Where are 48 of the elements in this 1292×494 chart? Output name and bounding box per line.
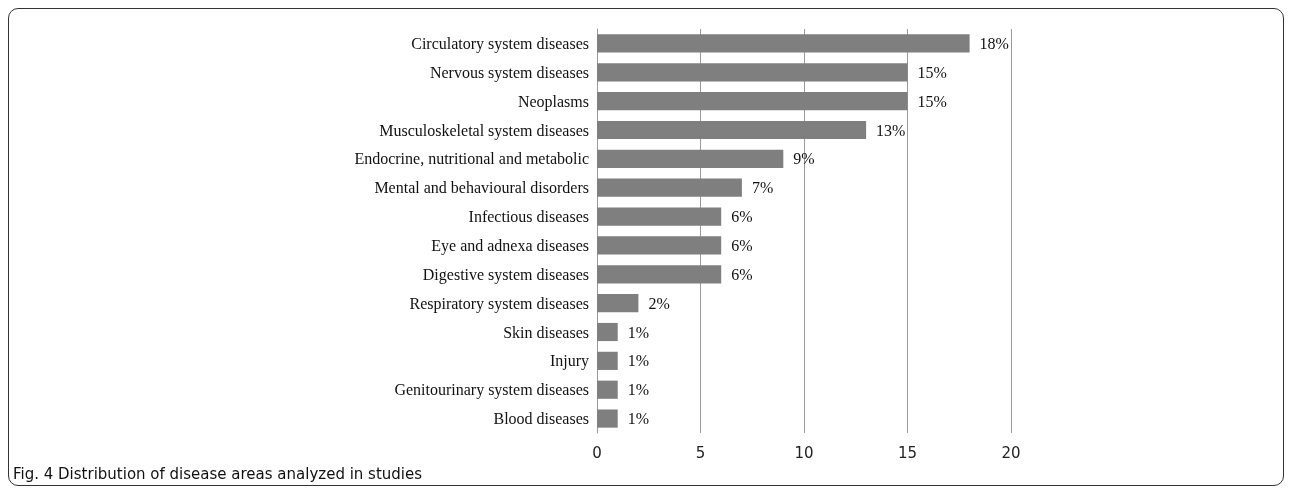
bar: [597, 236, 722, 255]
data-label: 2%: [648, 294, 670, 312]
bar: [597, 380, 618, 399]
y-tick-label: Genitourinary system diseases: [394, 381, 589, 400]
y-tick-label: Nervous system diseases: [429, 63, 589, 82]
bar: [597, 265, 722, 284]
y-tick-label: Injury: [549, 352, 589, 371]
data-label: 6%: [731, 236, 753, 254]
data-label: 18%: [979, 34, 1009, 52]
data-label: 1%: [627, 381, 650, 399]
bar: [597, 178, 742, 197]
data-label: 1%: [627, 352, 650, 370]
bar: [597, 409, 618, 428]
y-tick-label: Circulatory system diseases: [411, 34, 589, 53]
data-label: 13%: [876, 121, 906, 139]
bar: [597, 149, 784, 168]
data-label: 1%: [627, 323, 650, 341]
caption: Fig. 4 Distribution of disease areas analyzed in studies: [13, 464, 423, 483]
y-tick-label: Blood diseases: [493, 410, 589, 428]
data-label: 6%: [731, 208, 753, 226]
y-tick-label: Infectious diseases: [468, 208, 589, 226]
x-tick-label: 5: [695, 443, 706, 462]
y-tick-label: Neoplasms: [517, 92, 589, 111]
data-label: 15%: [917, 63, 947, 81]
data-label: 1%: [627, 410, 650, 428]
y-tick-label: Eye and adnexa diseases: [431, 236, 589, 255]
y-tick-label: Digestive system diseases: [422, 265, 589, 284]
x-tick-label: 20: [1001, 443, 1021, 462]
bar: [597, 120, 867, 140]
bar: [597, 322, 618, 342]
bar: [597, 207, 722, 226]
y-tick-label: Skin diseases: [503, 323, 589, 341]
y-tick-label: Respiratory system diseases: [409, 294, 589, 313]
data-label: 7%: [751, 179, 774, 197]
x-tick-label: 0: [592, 443, 602, 462]
data-label: 15%: [917, 92, 947, 110]
y-tick-label: Musculoskeletal system diseases: [379, 121, 589, 140]
bar: [597, 63, 908, 82]
data-label: 9%: [793, 150, 815, 168]
y-tick-label: Mental and behavioural disorders: [374, 179, 589, 197]
x-tick-label: 10: [794, 443, 814, 462]
bar: [597, 34, 970, 53]
x-tick-label: 15: [897, 443, 918, 462]
bar: [597, 351, 618, 370]
y-tick-label: Endocrine, nutritional and metabolic: [354, 150, 589, 168]
data-label: 6%: [731, 265, 753, 283]
bar: [597, 92, 908, 111]
bar: [597, 294, 639, 313]
